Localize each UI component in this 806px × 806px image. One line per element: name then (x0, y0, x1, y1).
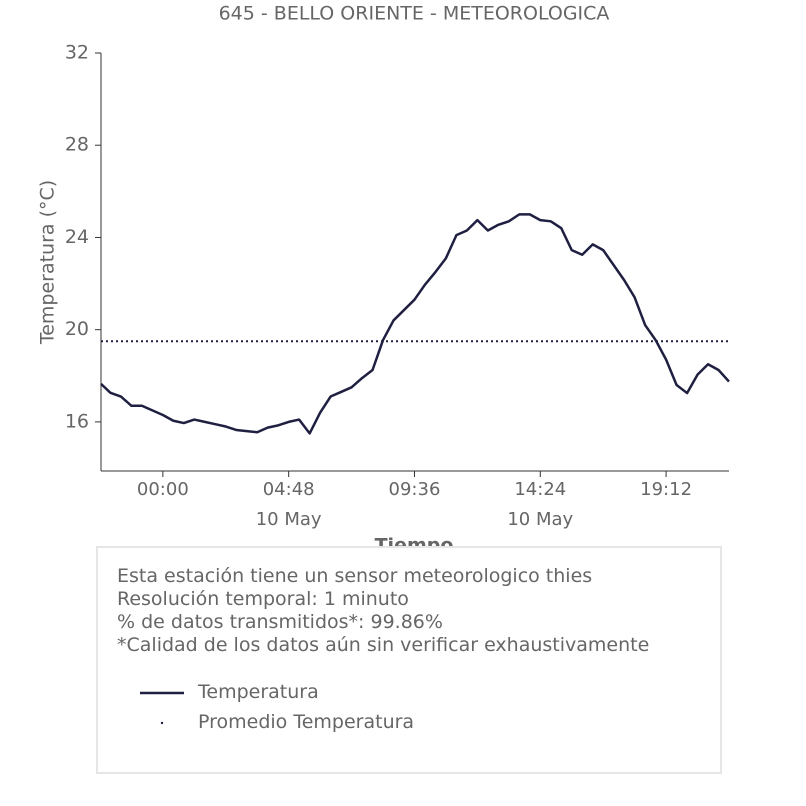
info-text: % de datos transmitidos*: 99.86% (117, 611, 443, 633)
y-axis-label: Temperatura (°C) (37, 180, 59, 345)
legend-label: Promedio Temperatura (198, 711, 415, 733)
x-tick-label: 00:00 (136, 479, 189, 500)
legend-swatch (140, 691, 184, 695)
y-tick-label: 16 (65, 410, 89, 432)
info-text: Esta estación tiene un sensor meteorolog… (117, 565, 593, 587)
info-text: Resolución temporal: 1 minuto (117, 588, 409, 610)
legend-label: Temperatura (198, 681, 319, 703)
y-tick-label: 20 (65, 318, 89, 340)
x-tick-label: 09:36 (388, 479, 441, 500)
temperature-line (100, 213, 730, 435)
y-tick-label: 24 (65, 226, 89, 248)
x-tick-label: 19:12 (640, 479, 693, 500)
legend-swatch (160, 721, 164, 725)
y-tick-label: 32 (65, 42, 89, 64)
x-tick-label: 14:24 10 May (507, 479, 574, 530)
legend-dot (160, 721, 164, 725)
x-tick-label: 04:48 10 May (255, 479, 322, 530)
chart-title: 645 - BELLO ORIENTE - METEOROLOGICA (219, 3, 610, 25)
y-tick-label: 28 (65, 134, 89, 156)
info-text: *Calidad de los datos aún sin verificar … (117, 634, 650, 656)
info-box: Esta estación tiene un sensor meteorolog… (96, 546, 722, 774)
